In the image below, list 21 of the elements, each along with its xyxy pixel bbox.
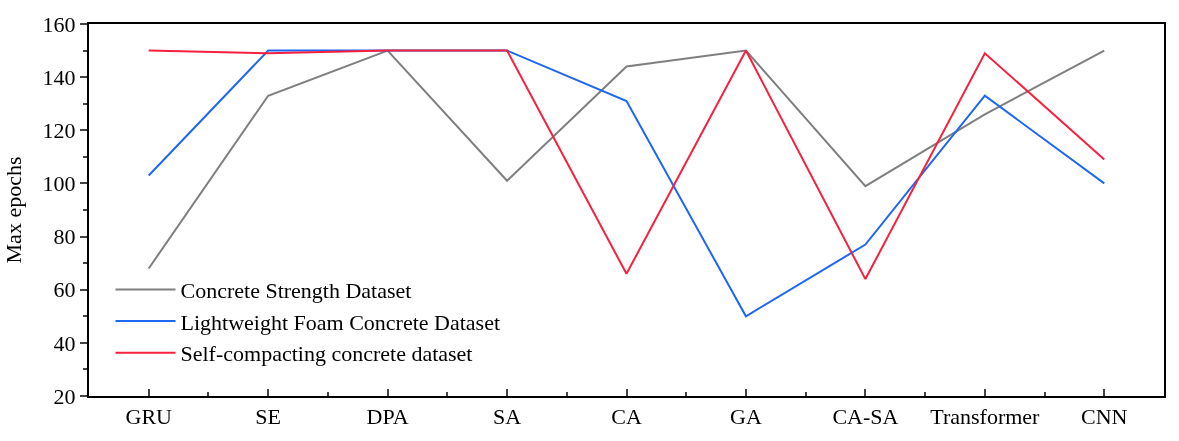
- x-tick-label: SA: [493, 404, 522, 430]
- y-tick-label: 160: [42, 11, 76, 37]
- x-tick-label: DPA: [366, 404, 409, 430]
- x-tick-label: CA: [611, 404, 642, 430]
- y-tick-label: 140: [42, 64, 76, 90]
- x-tick-label: Transformer: [930, 404, 1041, 430]
- y-tick-label: 20: [53, 383, 76, 409]
- y-tick-label: 60: [53, 277, 76, 303]
- legend-label: Lightweight Foam Concrete Dataset: [180, 309, 501, 335]
- legend-label: Self-compacting concrete dataset: [180, 341, 473, 367]
- x-tick-label: GRU: [125, 404, 173, 430]
- x-tick-label: CNN: [1081, 404, 1128, 430]
- y-tick-label: 100: [42, 171, 76, 197]
- legend-label: Concrete Strength Dataset: [180, 278, 412, 304]
- y-tick-label: 120: [42, 117, 76, 143]
- x-tick-label: CA-SA: [832, 404, 899, 430]
- y-tick-label: 40: [53, 330, 76, 356]
- y-axis-title: Max epochs: [0, 156, 26, 264]
- x-tick-label: GA: [730, 404, 762, 430]
- y-tick-label: 80: [53, 224, 76, 250]
- x-tick-label: SE: [255, 404, 282, 430]
